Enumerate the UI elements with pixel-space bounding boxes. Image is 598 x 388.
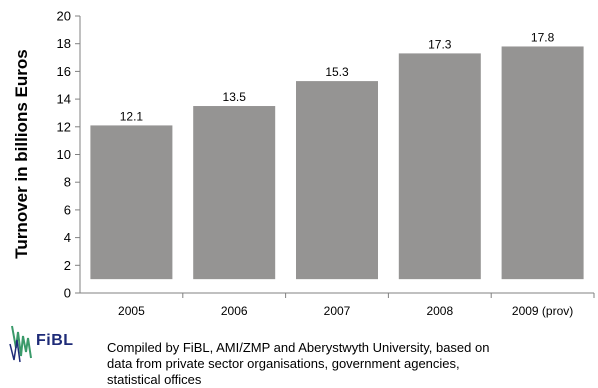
data-label: 17.8	[531, 30, 555, 44]
source-line-1: Compiled by FiBL, AMI/ZMP and Aberystwyt…	[107, 340, 490, 355]
x-tick-label: 2005	[118, 304, 145, 318]
y-tick-label: 10	[57, 147, 71, 162]
x-tick-label: 2006	[221, 304, 248, 318]
x-tick-label: 2007	[324, 304, 351, 318]
source-line-3: statistical offices	[107, 372, 202, 387]
y-axis-title-text: Turnover in billions Euros	[12, 49, 31, 259]
y-tick-label: 20	[57, 9, 71, 24]
y-tick-label: 2	[64, 258, 71, 273]
bar	[398, 53, 481, 280]
data-label: 15.3	[325, 65, 349, 79]
logo-text: FiBL	[36, 332, 74, 349]
bar	[501, 46, 584, 280]
y-tick-label: 6	[64, 202, 71, 217]
y-tick-label: 18	[57, 36, 71, 51]
bar	[90, 125, 173, 280]
source-line-2: data from private sector organisations, …	[107, 356, 460, 371]
data-label: 12.1	[120, 109, 144, 123]
y-tick-label: 4	[64, 230, 71, 245]
fibl-logo-icon	[9, 325, 32, 363]
y-tick-label: 12	[57, 119, 71, 134]
x-tick-label: 2009 (prov)	[512, 304, 573, 318]
y-tick-label: 16	[57, 64, 71, 79]
data-label: 17.3	[428, 37, 452, 51]
data-label: 13.5	[223, 90, 247, 104]
y-tick-label: 8	[64, 175, 71, 190]
fibl-logo: FiBL	[8, 318, 98, 366]
bar	[296, 81, 378, 280]
y-tick-label: 14	[57, 92, 71, 107]
source-note: Compiled by FiBL, AMI/ZMP and Aberystwyt…	[107, 340, 547, 388]
x-tick-label: 2008	[426, 304, 453, 318]
y-axis-title: Turnover in billions Euros	[12, 49, 32, 258]
y-tick-label: 0	[64, 286, 71, 301]
bar	[193, 106, 276, 280]
